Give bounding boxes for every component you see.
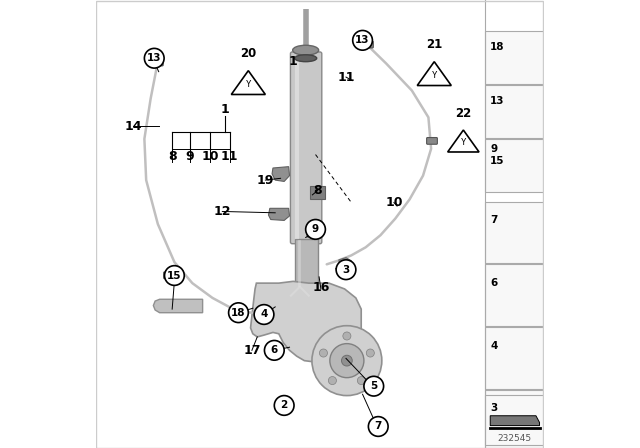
FancyBboxPatch shape [234, 310, 244, 317]
Polygon shape [339, 258, 352, 270]
Text: 19: 19 [257, 173, 274, 187]
Circle shape [275, 396, 294, 415]
FancyBboxPatch shape [485, 264, 544, 326]
FancyBboxPatch shape [485, 202, 544, 263]
Text: 16: 16 [312, 281, 330, 294]
Text: 15: 15 [167, 271, 182, 280]
Circle shape [254, 305, 274, 324]
Text: 21: 21 [426, 38, 442, 51]
Circle shape [228, 303, 248, 323]
Polygon shape [417, 62, 451, 86]
Text: 3: 3 [342, 265, 349, 275]
Text: 11: 11 [221, 150, 238, 164]
FancyBboxPatch shape [296, 239, 317, 288]
Polygon shape [269, 208, 289, 220]
FancyBboxPatch shape [164, 272, 174, 279]
Polygon shape [490, 416, 540, 426]
Text: Y: Y [461, 138, 466, 147]
Text: 18: 18 [231, 308, 246, 318]
Circle shape [357, 376, 365, 384]
Text: 4: 4 [260, 310, 268, 319]
Circle shape [336, 260, 356, 280]
Circle shape [145, 48, 164, 68]
Polygon shape [307, 228, 321, 240]
FancyBboxPatch shape [427, 138, 437, 144]
Text: 2: 2 [280, 401, 288, 410]
FancyBboxPatch shape [485, 327, 544, 389]
Text: 1: 1 [289, 55, 298, 69]
Circle shape [312, 326, 382, 396]
Circle shape [319, 349, 328, 357]
Circle shape [364, 376, 383, 396]
Text: 13: 13 [147, 53, 161, 63]
FancyBboxPatch shape [485, 395, 544, 445]
Text: 11: 11 [337, 70, 355, 84]
Text: Y: Y [246, 80, 251, 89]
FancyBboxPatch shape [362, 41, 373, 48]
Polygon shape [231, 71, 266, 95]
Ellipse shape [294, 55, 317, 62]
Text: 10: 10 [202, 150, 219, 164]
Polygon shape [154, 299, 203, 313]
Circle shape [306, 220, 325, 239]
Ellipse shape [292, 45, 319, 55]
Text: 13: 13 [490, 96, 505, 106]
Text: 9: 9 [186, 150, 195, 164]
Circle shape [328, 376, 337, 384]
Text: 4: 4 [490, 340, 498, 351]
Text: 22: 22 [455, 107, 472, 120]
Text: 12: 12 [214, 205, 231, 218]
Circle shape [343, 332, 351, 340]
Polygon shape [448, 130, 479, 152]
Circle shape [353, 30, 372, 50]
Text: 6: 6 [271, 345, 278, 355]
Polygon shape [272, 167, 289, 181]
FancyBboxPatch shape [152, 59, 163, 66]
FancyBboxPatch shape [485, 31, 544, 84]
Circle shape [330, 344, 364, 378]
Text: Y: Y [431, 71, 437, 80]
Text: 6: 6 [490, 278, 497, 288]
Text: 13: 13 [355, 35, 370, 45]
FancyBboxPatch shape [485, 139, 544, 192]
FancyBboxPatch shape [291, 52, 322, 244]
Text: 232545: 232545 [497, 434, 531, 443]
FancyBboxPatch shape [485, 390, 544, 448]
FancyBboxPatch shape [310, 186, 325, 199]
Text: 8: 8 [314, 184, 322, 197]
Text: 5: 5 [370, 381, 378, 391]
Text: 9
15: 9 15 [490, 144, 505, 166]
Text: 7: 7 [490, 215, 498, 225]
Text: 1: 1 [221, 103, 229, 116]
FancyBboxPatch shape [485, 85, 544, 138]
Text: 9: 9 [312, 224, 319, 234]
Polygon shape [250, 281, 361, 362]
Text: 17: 17 [243, 344, 260, 357]
Circle shape [264, 340, 284, 360]
Circle shape [342, 355, 352, 366]
Circle shape [164, 266, 184, 285]
Text: 3: 3 [490, 403, 497, 414]
Text: 8: 8 [168, 150, 177, 164]
Circle shape [369, 417, 388, 436]
Text: 10: 10 [385, 196, 403, 209]
Text: 14: 14 [124, 120, 142, 133]
Circle shape [366, 349, 374, 357]
Text: 20: 20 [240, 47, 257, 60]
Text: 18: 18 [490, 42, 505, 52]
Text: 7: 7 [374, 422, 382, 431]
